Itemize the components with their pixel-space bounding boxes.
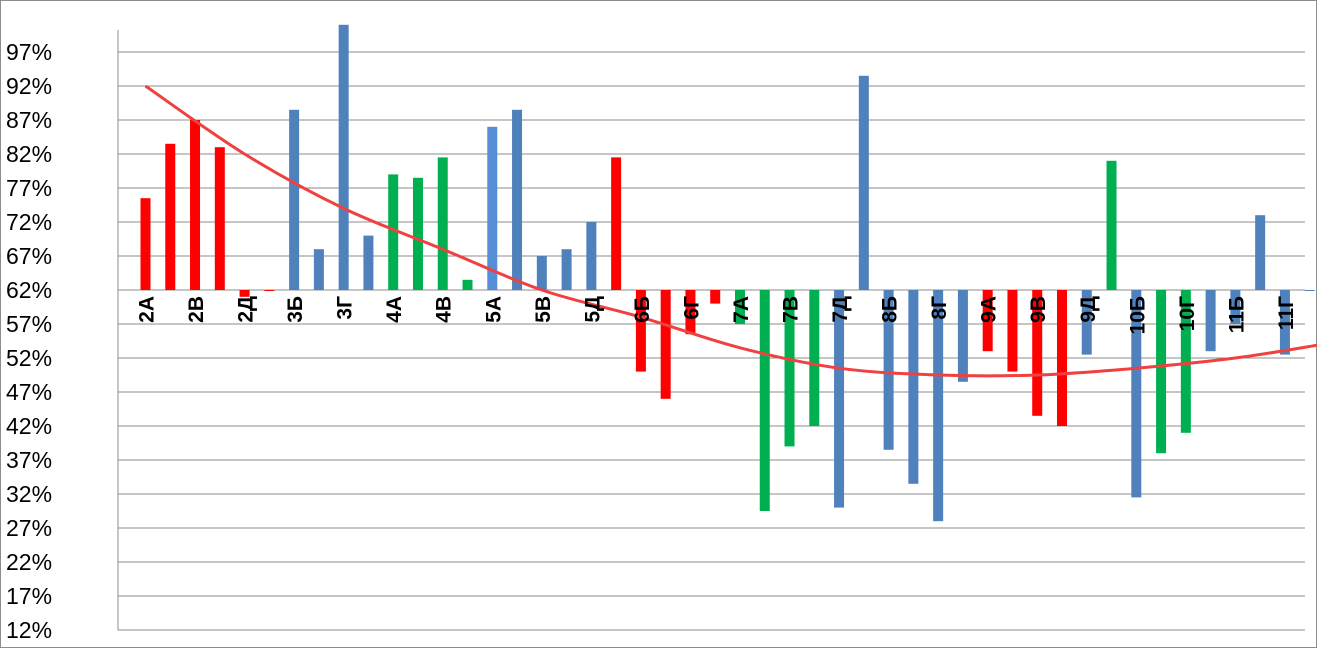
bar	[437, 157, 448, 290]
bar	[1081, 290, 1092, 355]
trendline-curve	[144, 84, 1317, 378]
y-tick-label: 42%	[6, 413, 52, 439]
x-tick-label: 10Г	[1176, 296, 1199, 331]
x-tick-label: 9В	[1027, 296, 1050, 323]
bar	[1205, 290, 1216, 352]
y-tick-label: 37%	[6, 447, 52, 473]
bar	[1279, 290, 1290, 355]
bar	[214, 147, 225, 290]
y-tick-label: 97%	[6, 39, 52, 65]
bar	[1007, 290, 1018, 372]
x-tick-label: 3Б	[284, 296, 307, 323]
bar	[858, 75, 869, 290]
bar	[883, 290, 894, 450]
bar	[239, 290, 250, 297]
bar	[784, 290, 795, 447]
y-axis-labels: 97% 92% 87% 82% 77% 72% 67% 62% 57% 52% 47% 42% 37% 3…	[6, 39, 52, 643]
y-tick-label: 52%	[6, 345, 52, 371]
x-tick-label: 4В	[433, 296, 456, 323]
bar	[165, 143, 176, 290]
x-tick-label: 6Б	[631, 296, 654, 323]
bar	[313, 249, 324, 290]
y-tick-label: 22%	[6, 549, 52, 575]
bar	[982, 290, 993, 352]
bar	[908, 290, 919, 484]
y-tick-label: 57%	[6, 311, 52, 337]
x-tick-label: 7Д	[829, 296, 852, 323]
bar	[1255, 215, 1266, 290]
x-tick-label: 7В	[780, 296, 803, 323]
x-tick-label: 9Д	[1077, 296, 1100, 323]
bar	[586, 222, 597, 290]
x-tick-label: 10Б	[1126, 296, 1149, 334]
x-tick-label: 3Г	[334, 296, 357, 320]
bar	[1131, 290, 1142, 498]
bar	[809, 290, 820, 426]
x-tick-label: 5Д	[581, 296, 604, 323]
y-tick-label: 72%	[6, 209, 52, 235]
bar	[338, 24, 349, 291]
bar	[710, 290, 721, 304]
bar	[933, 290, 944, 522]
bars	[140, 24, 1315, 522]
x-tick-label: 2Д	[235, 296, 258, 323]
x-axis-labels: 2А 2В 2Д 3Б 3Г 4А 4В 5А 5В 5Д 6Б 6Г 7А 7В 7Д 8Б 8Г 9А 9В 9Д…	[136, 296, 1298, 335]
bar	[289, 109, 300, 290]
bar	[734, 290, 745, 324]
bar	[363, 235, 374, 290]
x-tick-label: 5В	[532, 296, 555, 323]
x-tick-label: 9А	[978, 296, 1001, 323]
y-tick-label: 27%	[6, 515, 52, 541]
bar	[462, 279, 473, 290]
x-tick-label: 4А	[383, 296, 406, 323]
bar	[1156, 290, 1167, 454]
y-tick-label: 12%	[6, 617, 52, 643]
bar	[412, 177, 423, 290]
y-tick-label: 62%	[6, 277, 52, 303]
trendline	[144, 84, 1317, 378]
x-tick-label: 5А	[482, 296, 505, 323]
bar	[1032, 290, 1043, 416]
bar	[660, 290, 671, 399]
bar	[487, 126, 498, 290]
x-tick-label: 2В	[185, 296, 208, 323]
x-tick-label: 8Г	[928, 296, 951, 320]
bar	[561, 249, 572, 290]
bar	[536, 256, 547, 290]
bar	[685, 290, 696, 335]
bar	[759, 290, 770, 511]
bar	[834, 290, 845, 508]
bar	[388, 174, 399, 290]
bar	[1180, 290, 1191, 433]
bar	[611, 157, 622, 290]
x-tick-label: 6Г	[680, 296, 703, 320]
bar	[1056, 290, 1067, 426]
x-tick-label: 2А	[136, 296, 159, 323]
bar	[957, 290, 968, 382]
y-tick-label: 87%	[6, 107, 52, 133]
bar	[1304, 290, 1315, 291]
x-tick-label: 11Г	[1275, 296, 1298, 330]
bar	[190, 120, 201, 290]
bar	[1230, 290, 1241, 324]
y-tick-label: 17%	[6, 583, 52, 609]
y-tick-label: 82%	[6, 141, 52, 167]
bar	[512, 109, 523, 290]
y-tick-label: 47%	[6, 379, 52, 405]
y-tick-label: 77%	[6, 175, 52, 201]
bar	[635, 290, 646, 372]
bar	[140, 198, 151, 290]
bar	[264, 290, 275, 291]
y-tick-label: 67%	[6, 243, 52, 269]
bar	[1106, 160, 1117, 290]
x-tick-label: 7А	[730, 296, 753, 323]
x-tick-label: 11Б	[1225, 296, 1248, 333]
y-tick-label: 32%	[6, 481, 52, 507]
x-tick-label: 8Б	[879, 296, 902, 323]
y-tick-label: 92%	[6, 73, 52, 99]
